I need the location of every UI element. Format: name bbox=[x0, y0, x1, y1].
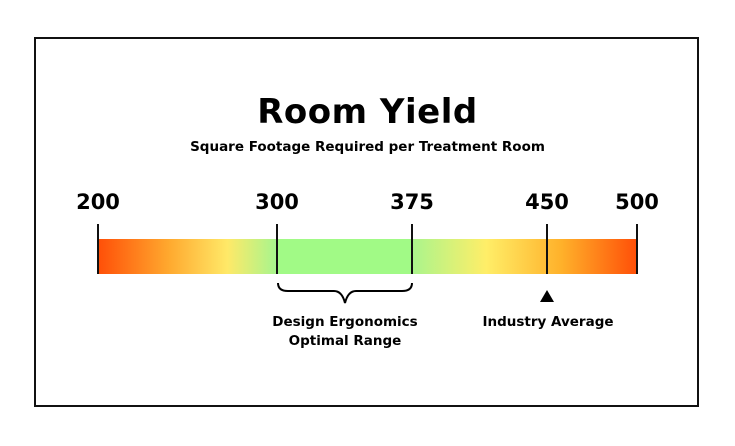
diagram-title: Room Yield bbox=[257, 92, 478, 132]
tick-label-200: 200 bbox=[76, 190, 120, 214]
tick-mark-375 bbox=[411, 224, 413, 274]
tick-label-375: 375 bbox=[390, 190, 434, 214]
industry-average-marker bbox=[540, 290, 554, 302]
tick-mark-500 bbox=[636, 224, 638, 274]
tick-mark-450 bbox=[546, 224, 548, 274]
optimal-range-label-line2: Optimal Range bbox=[288, 333, 402, 349]
optimal-range-brace bbox=[277, 282, 413, 304]
diagram-subtitle: Square Footage Required per Treatment Ro… bbox=[190, 139, 545, 155]
tick-label-300: 300 bbox=[255, 190, 299, 214]
tick-label-450: 450 bbox=[525, 190, 569, 214]
optimal-range-band bbox=[277, 239, 412, 274]
tick-mark-200 bbox=[97, 224, 99, 274]
optimal-range-label-line1: Design Ergonomics bbox=[272, 314, 418, 330]
optimal-range-label: Design Ergonomics Optimal Range bbox=[245, 313, 445, 351]
industry-average-label: Industry Average bbox=[482, 314, 614, 330]
diagram-frame bbox=[34, 37, 699, 407]
tick-label-500: 500 bbox=[615, 190, 659, 214]
tick-mark-300 bbox=[276, 224, 278, 274]
